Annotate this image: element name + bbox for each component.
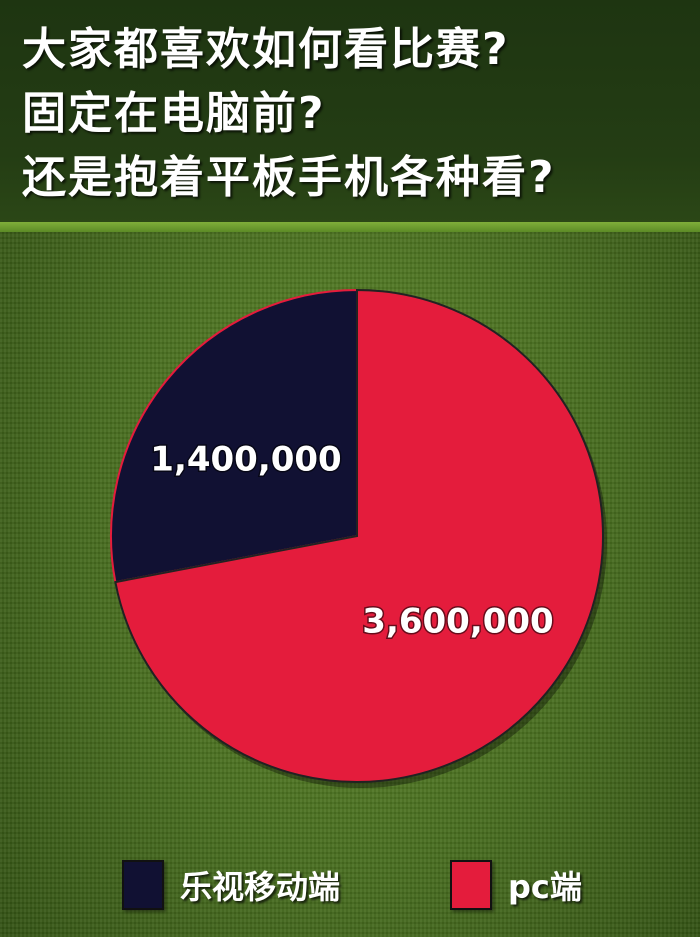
pie-value-label-mobile: 1,400,000 (150, 440, 341, 480)
pie-slice-pc (114, 288, 604, 783)
title-banner: 大家都喜欢如何看比赛? 固定在电脑前? 还是抱着平板手机各种看? (0, 0, 700, 222)
legend-item-mobile: 乐视移动端 (122, 860, 340, 910)
legend-label-mobile: 乐视移动端 (180, 868, 341, 906)
legend-item-pc: pc端 (450, 860, 582, 910)
legend-swatch-pc (450, 860, 492, 910)
legend-swatch-mobile (122, 860, 164, 910)
pie-value-label-pc: 3,600,000 (362, 602, 553, 642)
title-line-3: 还是抱着平板手机各种看? (22, 152, 556, 203)
pie-slice-mobile (110, 288, 358, 584)
legend-label-pc: pc端 (508, 868, 582, 906)
banner-divider (0, 222, 700, 232)
title-line-1: 大家都喜欢如何看比赛? (22, 24, 510, 75)
title-line-2: 固定在电脑前? (22, 88, 326, 139)
